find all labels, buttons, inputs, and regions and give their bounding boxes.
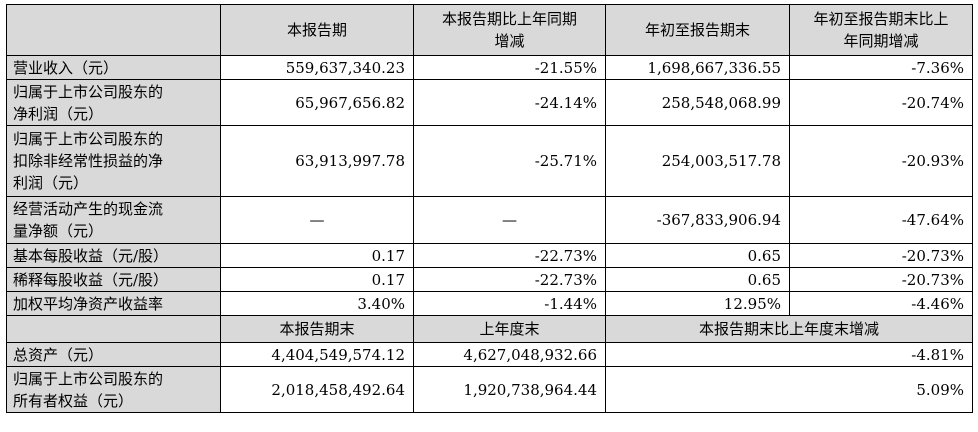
value-cell: -4.46%: [789, 291, 973, 316]
label-line: 归属于上市公司股东的: [13, 130, 164, 148]
value-cell: 2,018,458,492.64: [220, 366, 414, 413]
row-label: 经营活动产生的现金流 量净额（元）: [6, 196, 221, 244]
header-row-2: 本报告期末 上年度末 本报告期末比上年度末增减: [6, 315, 973, 343]
label-line: 稀释每股收益（元/股）: [13, 270, 169, 289]
header2-corner-cell: [6, 315, 221, 343]
value-cell: -20.74%: [789, 79, 973, 126]
header-current-period-yoy: 本报告期比上年同期 增减: [413, 4, 606, 56]
header-period-end-change: 本报告期末比上年度末增减: [605, 315, 973, 343]
row-label: 归属于上市公司股东的 所有者权益（元）: [6, 366, 221, 413]
value-cell: -25.71%: [413, 125, 606, 197]
header-row: 本报告期 本报告期比上年同期 增减 年初至报告期末 年初至报告期末比上 年同期增…: [6, 4, 973, 56]
label-line: 归属于上市公司股东的: [13, 369, 164, 388]
header-ytd: 年初至报告期末: [605, 4, 790, 56]
row-label: 基本每股收益（元/股）: [6, 243, 221, 268]
row-label: 营业收入（元）: [6, 55, 221, 80]
header-corner-cell: [6, 4, 221, 56]
value-cell: 258,548,068.99: [605, 79, 790, 126]
value-cell: 0.65: [605, 243, 790, 268]
value-cell: -20.73%: [789, 243, 973, 268]
value-cell: -4.81%: [605, 342, 973, 367]
label-line: 加权平均净资产收益率: [13, 294, 164, 313]
value-cell: -24.14%: [413, 79, 606, 126]
table-row: 归属于上市公司股东的 扣除非经常性损益的净 利润（元） 63,913,997.7…: [6, 125, 973, 197]
value-cell: -1.44%: [413, 291, 606, 316]
table-row: 归属于上市公司股东的 所有者权益（元） 2,018,458,492.64 1,9…: [6, 366, 973, 413]
header-line: 年同期增减: [843, 32, 919, 50]
value-cell: 0.65: [605, 267, 790, 292]
label-line: 所有者权益（元）: [13, 391, 134, 410]
value-cell: —: [413, 196, 606, 244]
table-row: 稀释每股收益（元/股） 0.17 -22.73% 0.65 -20.73%: [6, 267, 973, 292]
header-ytd-yoy: 年初至报告期末比上 年同期增减: [789, 4, 973, 56]
value-cell: —: [220, 196, 414, 244]
financial-data-table: 本报告期 本报告期比上年同期 增减 年初至报告期末 年初至报告期末比上 年同期增…: [6, 4, 973, 413]
table-row: 归属于上市公司股东的 净利润（元） 65,967,656.82 -24.14% …: [6, 79, 973, 126]
value-cell: -7.36%: [789, 55, 973, 80]
value-cell: 4,404,549,574.12: [220, 342, 414, 367]
value-cell: 254,003,517.78: [605, 125, 790, 197]
table-row: 加权平均净资产收益率 3.40% -1.44% 12.95% -4.46%: [6, 291, 973, 316]
table-row: 经营活动产生的现金流 量净额（元） — — -367,833,906.94 -4…: [6, 196, 973, 244]
value-cell: -20.73%: [789, 267, 973, 292]
value-cell: 0.17: [220, 243, 414, 268]
value-cell: 65,967,656.82: [220, 79, 414, 126]
row-label: 归属于上市公司股东的 净利润（元）: [6, 79, 221, 126]
value-cell: -367,833,906.94: [605, 196, 790, 244]
value-cell: -20.93%: [789, 125, 973, 197]
row-label: 加权平均净资产收益率: [6, 291, 221, 316]
value-cell: 1,698,667,336.55: [605, 55, 790, 80]
label-line: 总资产（元）: [13, 345, 104, 364]
label-line: 扣除非经常性损益的净: [13, 152, 164, 170]
label-line: 归属于上市公司股东的: [13, 82, 164, 101]
value-cell: 4,627,048,932.66: [413, 342, 606, 367]
value-cell: -47.64%: [789, 196, 973, 244]
label-line: 净利润（元）: [13, 104, 104, 123]
label-line: 量净额（元）: [13, 222, 104, 240]
value-cell: 559,637,340.23: [220, 55, 414, 80]
table-row: 基本每股收益（元/股） 0.17 -22.73% 0.65 -20.73%: [6, 243, 973, 268]
header-current-period: 本报告期: [220, 4, 414, 56]
table-row: 营业收入（元） 559,637,340.23 -21.55% 1,698,667…: [6, 55, 973, 80]
value-cell: 1,920,738,964.44: [413, 366, 606, 413]
header-line: 年初至报告期末比上: [813, 10, 949, 28]
value-cell: -22.73%: [413, 267, 606, 292]
row-label: 稀释每股收益（元/股）: [6, 267, 221, 292]
header-period-end: 本报告期末: [220, 315, 414, 343]
header-prior-year-end: 上年度末: [413, 315, 606, 343]
value-cell: 3.40%: [220, 291, 414, 316]
value-cell: 12.95%: [605, 291, 790, 316]
label-line: 基本每股收益（元/股）: [13, 246, 169, 265]
row-label: 总资产（元）: [6, 342, 221, 367]
row-label: 归属于上市公司股东的 扣除非经常性损益的净 利润（元）: [6, 125, 221, 197]
table-row: 总资产（元） 4,404,549,574.12 4,627,048,932.66…: [6, 342, 973, 367]
value-cell: 0.17: [220, 267, 414, 292]
label-line: 营业收入（元）: [13, 58, 119, 77]
value-cell: -22.73%: [413, 243, 606, 268]
label-line: 经营活动产生的现金流: [13, 200, 164, 218]
value-cell: -21.55%: [413, 55, 606, 80]
header-line: 本报告期比上年同期: [441, 10, 577, 28]
header-line: 增减: [494, 32, 525, 50]
value-cell: 63,913,997.78: [220, 125, 414, 197]
label-line: 利润（元）: [13, 174, 89, 192]
value-cell: 5.09%: [605, 366, 973, 413]
